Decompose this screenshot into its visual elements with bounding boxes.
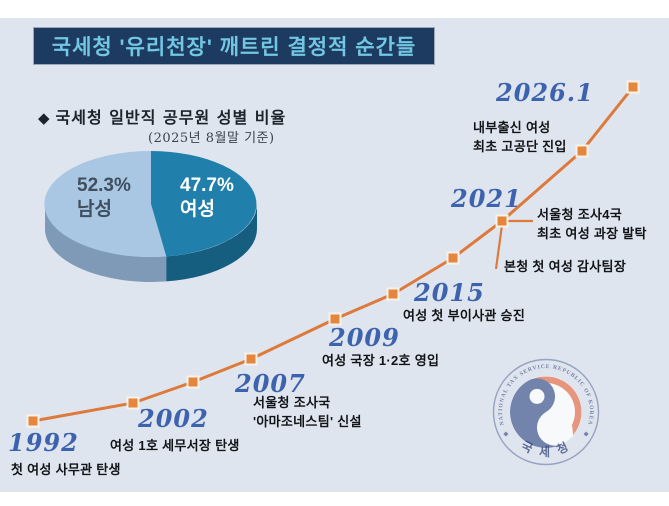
timeline-marker — [495, 214, 509, 228]
pie-slice-male — [44, 150, 167, 257]
pie-heading-text: 국세청 일반직 공무원 성별 비율 — [55, 108, 287, 127]
pie-side-female — [166, 204, 257, 282]
timeline-marker — [446, 251, 460, 265]
timeline-marker — [575, 144, 589, 158]
pie-subtitle: (2025년 8월말 기준) — [148, 131, 275, 146]
pie-section-heading: ◆ 국세청 일반직 공무원 성별 비율 — [38, 104, 286, 128]
timeline-marker — [626, 80, 640, 94]
seal-diamond-left-icon — [503, 431, 509, 437]
pie-label-female: 47.7% 여성 — [180, 175, 234, 220]
timeline-year-label: 2021 — [451, 184, 522, 213]
timeline-year-label: 2015 — [414, 278, 485, 307]
timeline-year-label: 2009 — [329, 323, 400, 352]
timeline-marker — [244, 352, 258, 366]
timeline-note: 서울청 조사4국 최초 여성 과장 발탁 — [537, 207, 647, 241]
pie-slice-female — [151, 151, 257, 257]
timeline-note: 여성 1호 세무서장 탄생 — [110, 438, 240, 453]
taegeuk-blue-swirl — [510, 378, 564, 448]
timeline-year-label: 2007 — [235, 369, 306, 398]
pie-side-male — [45, 204, 167, 282]
timeline-note: 여성 첫 부이사관 승진 — [403, 308, 526, 323]
annotation-connector — [494, 224, 504, 270]
timeline-marker — [126, 396, 140, 410]
seal-outer-ring — [492, 358, 600, 466]
timeline-note: 내부출신 여성 최초 고공단 진입 — [473, 120, 567, 154]
timeline-note: 서울청 조사국 '아마조네스팀' 신설 — [253, 395, 362, 429]
timeline-year-label: 1992 — [8, 428, 79, 457]
nts-korea-seal-logo: NATIONAL TAX SERVICE REPUBLIC OF KOREA 국… — [492, 358, 600, 466]
seal-diamond-right-icon — [583, 431, 589, 437]
timeline-note: 첫 여성 사무관 탄생 — [11, 462, 121, 477]
diamond-bullet-icon: ◆ — [38, 109, 51, 127]
timeline-note: 본청 첫 여성 감사팀장 — [504, 259, 627, 274]
timeline-note: 여성 국장 1·2호 영입 — [322, 353, 440, 368]
timeline-curve — [32, 86, 635, 423]
taegeuk-emblem — [510, 376, 582, 448]
timeline-marker — [186, 375, 200, 389]
pie-label-male: 52.3% 남성 — [77, 175, 131, 220]
headline-banner: 국세청 '유리천장' 깨트린 결정적 순간들 — [33, 27, 435, 65]
timeline-marker — [26, 414, 40, 428]
gender-ratio-pie-chart — [44, 150, 257, 282]
bottom-margin-strip — [0, 492, 669, 506]
timeline-year-label: 2026.1 — [496, 78, 594, 107]
timeline-marker — [386, 287, 400, 301]
taegeuk-inner-dot — [529, 388, 545, 404]
timeline-year-label: 2002 — [138, 404, 209, 433]
timeline-marker — [328, 312, 342, 326]
page-title: 국세청 '유리천장' 깨트린 결정적 순간들 — [51, 36, 417, 59]
top-margin-strip — [0, 0, 669, 18]
